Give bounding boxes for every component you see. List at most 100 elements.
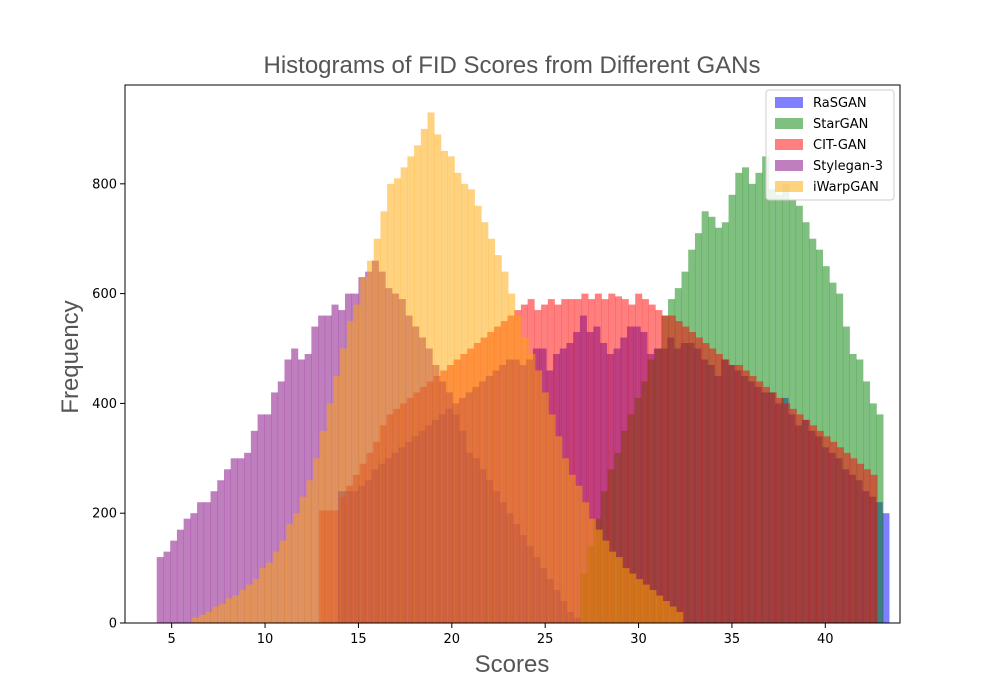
histogram-bar (736, 364, 744, 623)
histogram-bar (277, 381, 285, 623)
histogram-bar (299, 496, 307, 623)
histogram-bar (582, 502, 590, 623)
legend-box (765, 89, 895, 201)
y-tick-label: 400 (92, 397, 117, 412)
histogram-bar (501, 271, 509, 623)
histogram-bar (407, 156, 415, 623)
histogram-bar (622, 568, 630, 623)
histogram-bar (648, 304, 656, 623)
histogram-bar (555, 436, 563, 623)
histogram-bar (535, 370, 543, 623)
histogram-bar (809, 425, 818, 623)
x-tick-label: 35 (724, 632, 741, 647)
histogram-bar (762, 386, 770, 623)
histogram-bar (675, 321, 683, 623)
histogram-bar (170, 540, 178, 623)
histogram-bar (621, 299, 629, 623)
x-tick-label: 25 (537, 632, 554, 647)
histogram-bar (628, 304, 636, 623)
histogram-bar (882, 513, 890, 623)
histogram-bar (440, 150, 448, 623)
histogram-bar (588, 299, 596, 623)
histogram-bar (676, 612, 684, 623)
legend-label: Stylegan-3 (813, 159, 883, 174)
histogram-bar (454, 172, 462, 623)
histogram-bar (823, 436, 831, 623)
histogram-bar (474, 205, 482, 623)
histogram-bar (197, 502, 205, 623)
histogram-bar (427, 112, 435, 623)
histogram-bar (830, 441, 838, 623)
y-tick-label: 600 (92, 287, 117, 302)
histogram-bar (340, 348, 348, 623)
legend-swatch (775, 181, 803, 192)
histogram-bar (836, 447, 844, 623)
histogram-bar (284, 359, 292, 623)
histogram-bar (575, 485, 583, 623)
histogram-bar (257, 414, 265, 623)
x-tick-label: 10 (257, 632, 274, 647)
x-tick-label: 15 (350, 632, 367, 647)
histogram-bar (668, 315, 676, 623)
histogram-bar (237, 458, 245, 623)
histogram-bar (387, 183, 395, 623)
histogram-bar (264, 414, 272, 623)
histogram-bar (816, 430, 824, 623)
histogram-bar (198, 614, 206, 623)
histogram-bar (561, 458, 570, 623)
histogram-bar (541, 392, 549, 623)
histogram-bar (244, 452, 252, 623)
histogram-bar (205, 612, 213, 623)
histogram-bar (217, 480, 225, 623)
chart-title: Histograms of FID Scores from Different … (263, 52, 760, 79)
histogram-bar (662, 315, 670, 623)
histogram-bar (594, 293, 602, 623)
legend-swatch (775, 160, 803, 171)
x-axis: 5 10 15 20 25 30 35 40 (168, 623, 834, 647)
histogram-bar (393, 178, 401, 623)
histogram-bar (796, 414, 804, 623)
bars-layer (156, 112, 890, 623)
histogram-bar (467, 189, 475, 623)
histogram-bar (602, 540, 610, 623)
histogram-bar (272, 551, 280, 623)
legend-swatch (775, 97, 803, 108)
histogram-bar (367, 260, 375, 623)
histogram-bar (669, 606, 677, 623)
histogram-bar (656, 595, 664, 623)
histogram-bar (190, 513, 198, 623)
y-tick-label: 800 (92, 177, 117, 192)
histogram-bar (400, 167, 408, 623)
histogram-bar (373, 238, 381, 623)
x-tick-label: 20 (444, 632, 461, 647)
histogram-bar (494, 255, 502, 623)
legend-label: iWarpGAN (813, 180, 879, 195)
histogram-bar (870, 474, 878, 623)
histogram-bar (481, 222, 489, 623)
histogram-bar (333, 375, 341, 623)
histogram-bar (210, 491, 218, 623)
histogram-bar (225, 598, 233, 623)
histogram-bar (568, 474, 576, 623)
histogram-bar (615, 557, 623, 623)
y-tick-label: 0 (109, 617, 117, 632)
x-tick-label: 30 (630, 632, 647, 647)
legend-label: RaSGAN (813, 96, 867, 111)
histogram-bar (588, 518, 596, 623)
histogram-bar (655, 310, 663, 623)
histogram-bar (783, 403, 791, 623)
legend: RaSGAN StarGAN CIT-GAN Stylegan-3 iWarpGAN (765, 89, 895, 201)
histogram-bar (326, 403, 334, 623)
histogram-bar (521, 337, 529, 623)
histogram-bar (609, 551, 617, 623)
histogram-bar (297, 359, 305, 623)
histogram-bar (729, 364, 737, 623)
histogram-bar (271, 392, 279, 623)
legend-swatch (775, 139, 803, 150)
histogram-bar (319, 430, 327, 623)
histogram-bar (346, 321, 354, 623)
histogram-bar (286, 524, 294, 623)
legend-swatch (775, 118, 803, 129)
histogram-bar (662, 601, 670, 623)
